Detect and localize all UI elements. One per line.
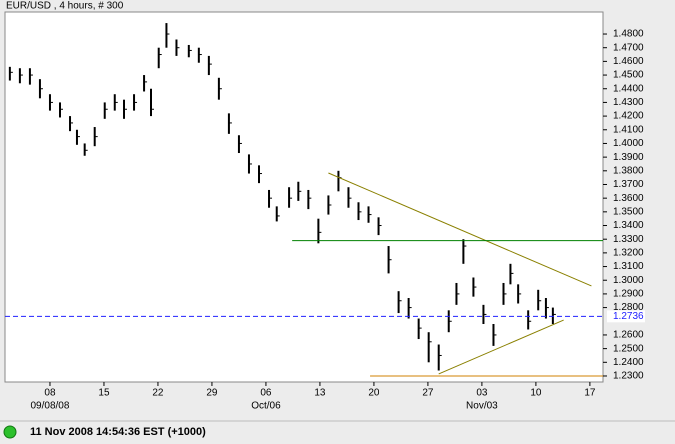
x-tick-label: 29 (206, 388, 218, 399)
y-tick-label: 1.2900 (613, 289, 644, 300)
y-tick-label: 1.2800 (613, 302, 644, 313)
x-tick-label: 17 (584, 388, 596, 399)
y-tick-label: 1.3400 (613, 220, 644, 231)
y-tick-label: 1.4300 (613, 97, 644, 108)
x-tick-label: 10 (530, 388, 542, 399)
status-text: 11 Nov 2008 14:54:36 EST (+1000) (30, 426, 206, 438)
y-tick-label: 1.3000 (613, 275, 644, 286)
y-tick-label: 1.2300 (613, 371, 644, 382)
x-tick-label: 13 (314, 388, 326, 399)
y-tick-label: 1.4200 (613, 111, 644, 122)
x-tick-label: 03 (476, 388, 488, 399)
x-tick-label: 27 (422, 388, 434, 399)
x-tick-label: 08 (44, 388, 56, 399)
y-tick-label: 1.3900 (613, 152, 644, 163)
y-tick-label: 1.2600 (613, 330, 644, 341)
trend-line (328, 172, 592, 287)
x-tick-label-2: Nov/03 (466, 401, 498, 412)
y-tick-label: 1.3500 (613, 206, 644, 217)
y-tick-label: 1.4700 (613, 42, 644, 53)
y-tick-label: 1.4600 (613, 56, 644, 67)
x-tick-label: 15 (98, 388, 110, 399)
y-tick-label: 1.3600 (613, 193, 644, 204)
y-tick-label: 1.3800 (613, 165, 644, 176)
price-level-box (607, 310, 645, 323)
price-level-label: 1.2736 (613, 311, 644, 322)
y-tick-label: 1.3300 (613, 234, 644, 245)
y-tick-label: 1.2500 (613, 343, 644, 354)
plot-area (4, 11, 604, 383)
y-tick-label: 1.4100 (613, 124, 644, 135)
y-tick-label: 1.4800 (613, 29, 644, 40)
chart-title: EUR/USD , 4 hours, # 300 (6, 1, 124, 12)
x-tick-label: 22 (152, 388, 164, 399)
y-tick-label: 1.4000 (613, 138, 644, 149)
y-tick-label: 1.4400 (613, 83, 644, 94)
y-tick-label: 1.3100 (613, 261, 644, 272)
y-tick-label: 1.4500 (613, 70, 644, 81)
x-tick-label-2: 09/08/08 (30, 401, 69, 412)
y-tick-label: 1.2400 (613, 357, 644, 368)
y-tick-label: 1.3700 (613, 179, 644, 190)
trend-line (438, 319, 564, 375)
x-tick-label: 06 (260, 388, 272, 399)
status-icon (3, 425, 17, 439)
x-tick-label: 20 (368, 388, 380, 399)
y-tick-label: 1.3200 (613, 248, 644, 259)
x-tick-label-2: Oct/06 (251, 401, 281, 412)
